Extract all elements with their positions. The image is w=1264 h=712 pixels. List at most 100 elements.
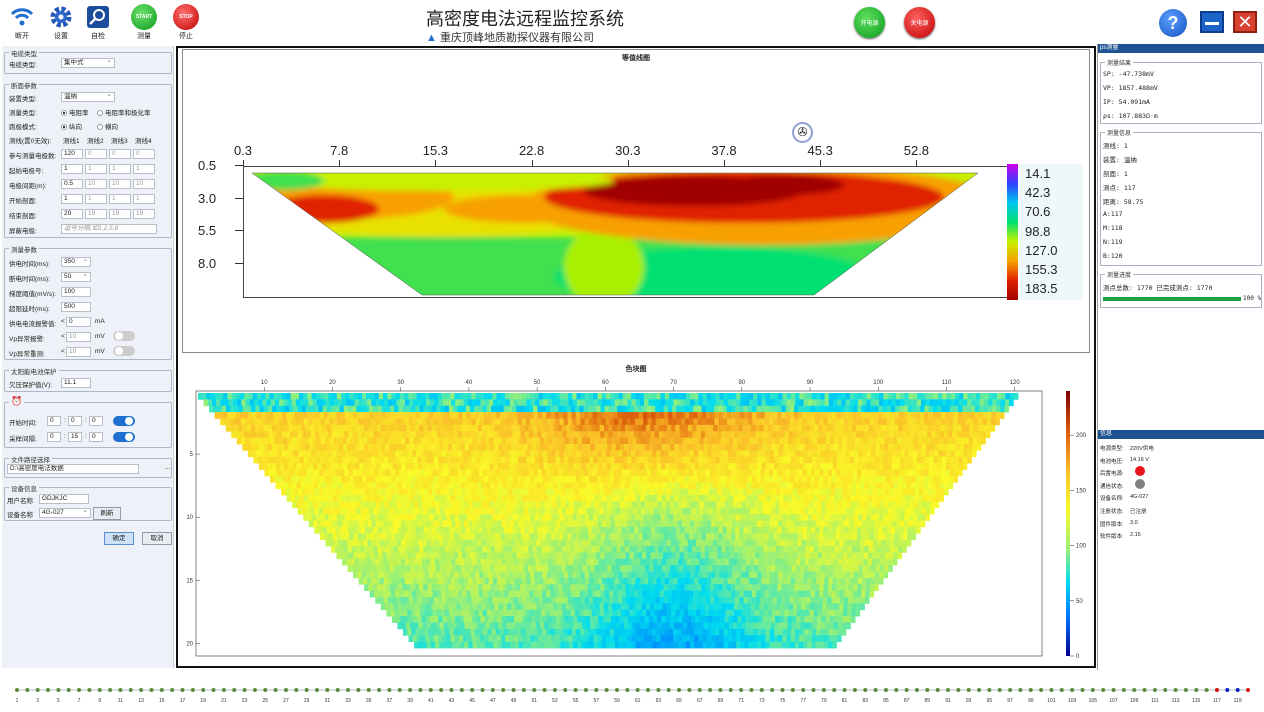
section-value-input[interactable]: 1	[85, 194, 107, 204]
start-time-toggle[interactable]	[113, 416, 135, 426]
cable-type-label: 电缆类型:	[9, 59, 37, 69]
supply-select[interactable]: 350	[61, 257, 91, 267]
heatmap-cell	[695, 444, 700, 451]
section-value-input[interactable]: 1	[61, 194, 83, 204]
section-value-input[interactable]: 1	[133, 194, 155, 204]
interval-hour-input[interactable]: 0	[47, 432, 61, 442]
heatmap-cell	[430, 559, 435, 566]
section-value-input[interactable]: 10	[85, 179, 107, 189]
interval-toggle[interactable]	[113, 432, 135, 442]
heatmap-cell	[666, 508, 671, 515]
section-value-input[interactable]: 1	[61, 164, 83, 174]
heatmap-cell	[604, 482, 609, 489]
vp-alarm-input[interactable]: 10	[66, 332, 91, 342]
stop-button[interactable]: STOP 停止	[172, 4, 200, 41]
section-value-input[interactable]: 10	[133, 179, 155, 189]
heatmap-cell	[981, 438, 986, 445]
section-value-input[interactable]: 19	[85, 209, 107, 219]
heatmap-cell	[615, 457, 620, 464]
heatmap-cell	[670, 444, 675, 451]
start-sec-input[interactable]: 0	[89, 416, 103, 426]
interval-min-input[interactable]: 15	[68, 432, 82, 442]
heatmap-cell	[983, 412, 988, 419]
current-input[interactable]: 0	[66, 317, 91, 327]
heatmap-cell	[732, 450, 737, 457]
section-value-input[interactable]: 0	[133, 149, 155, 159]
section-value-input[interactable]: 19	[133, 209, 155, 219]
heatmap-cell	[869, 476, 874, 483]
heatmap-cell	[899, 476, 904, 483]
heatmap-cell	[538, 470, 543, 477]
heatmap-cell	[771, 565, 776, 572]
section-value-input[interactable]: 1	[109, 164, 131, 174]
minimize-icon[interactable]	[1200, 11, 1224, 33]
off-select[interactable]: 50	[61, 272, 91, 282]
radio-horizontal[interactable]: 横向	[97, 121, 118, 131]
heatmap-cell	[323, 508, 328, 515]
heatmap-cell	[711, 521, 716, 528]
radio-res-ip[interactable]: 电阻率和极化率	[97, 107, 151, 117]
device-select[interactable]: 4G-027	[39, 508, 91, 518]
section-value-input[interactable]: 0.5	[61, 179, 83, 189]
heatmap-cell	[418, 399, 423, 406]
heatmap-cell	[558, 489, 563, 496]
start-min-input[interactable]: 0	[68, 416, 82, 426]
power-off-button[interactable]: 关电源	[904, 7, 935, 38]
heatmap-cell	[490, 501, 495, 508]
section-value-input[interactable]: 0	[109, 149, 131, 159]
device-type-select[interactable]: 温纳	[61, 92, 115, 102]
section-value-input[interactable]: 0	[85, 149, 107, 159]
interval-sec-input[interactable]: 0	[89, 432, 103, 442]
vp-alarm-toggle[interactable]	[113, 331, 135, 341]
heatmap-cell	[668, 527, 673, 534]
close-icon[interactable]: ✕	[1233, 11, 1257, 33]
fan-icon[interactable]: ✇	[792, 122, 813, 143]
refresh-button[interactable]: 刷新	[93, 507, 121, 520]
heatmap-cell	[602, 393, 607, 400]
cancel-button[interactable]: 取消	[142, 532, 172, 545]
shield-input[interactable]: 逗号分隔,如1,2,5,8	[61, 224, 157, 234]
help-icon[interactable]: ?	[1159, 9, 1187, 37]
heatmap-cell	[479, 533, 484, 540]
heatmap-cell	[704, 508, 709, 515]
radio-resistivity[interactable]: 电阻率	[61, 107, 89, 117]
heatmap-cell	[901, 495, 906, 502]
heatmap-cell	[736, 463, 741, 470]
ok-button[interactable]: 确定	[104, 532, 134, 545]
heatmap-cell	[830, 552, 835, 559]
section-value-input[interactable]: 120	[61, 149, 83, 159]
start-hour-input[interactable]: 0	[47, 416, 61, 426]
heatmap-cell	[441, 431, 446, 438]
section-value-input[interactable]: 1	[85, 164, 107, 174]
user-input[interactable]: GDJKJC	[39, 494, 89, 504]
measure-label: 测量	[130, 31, 158, 41]
measure-button[interactable]: START 测量	[130, 4, 158, 41]
settings-button[interactable]: 设置	[47, 4, 75, 41]
power-on-button[interactable]: 开电源	[854, 7, 885, 38]
section-value-input[interactable]: 1	[109, 194, 131, 204]
vp-redo-toggle[interactable]	[113, 346, 135, 356]
heatmap-cell	[815, 470, 820, 477]
disconnect-button[interactable]: 断开	[8, 4, 36, 41]
section-value-input[interactable]: 20	[61, 209, 83, 219]
heatmap-cell	[542, 406, 547, 413]
file-path-input[interactable]: D:\高密度电法数据	[7, 464, 139, 474]
heatmap-cell	[749, 578, 754, 585]
heatmap-cell	[904, 521, 909, 528]
section-value-input[interactable]: 1	[133, 164, 155, 174]
heatmap-cell	[622, 406, 627, 413]
heatmap-cell	[280, 444, 285, 451]
heatmap-cell	[573, 399, 578, 406]
vp-redo-input[interactable]: 10	[66, 347, 91, 357]
selfcheck-button[interactable]: 自检	[84, 4, 112, 41]
cable-group-title: 电缆类型	[9, 48, 39, 58]
radio-vertical[interactable]: 纵向	[61, 121, 82, 131]
section-value-input[interactable]: 10	[109, 179, 131, 189]
section-value-input[interactable]: 19	[109, 209, 131, 219]
timeout-input[interactable]: 500	[61, 302, 91, 312]
heatmap-cell	[331, 546, 336, 553]
grad-input[interactable]: 100	[61, 287, 91, 297]
cable-type-select[interactable]: 集中式	[61, 58, 115, 68]
browse-button[interactable]: ...	[165, 464, 170, 471]
undervolt-input[interactable]: 11.1	[61, 378, 91, 388]
